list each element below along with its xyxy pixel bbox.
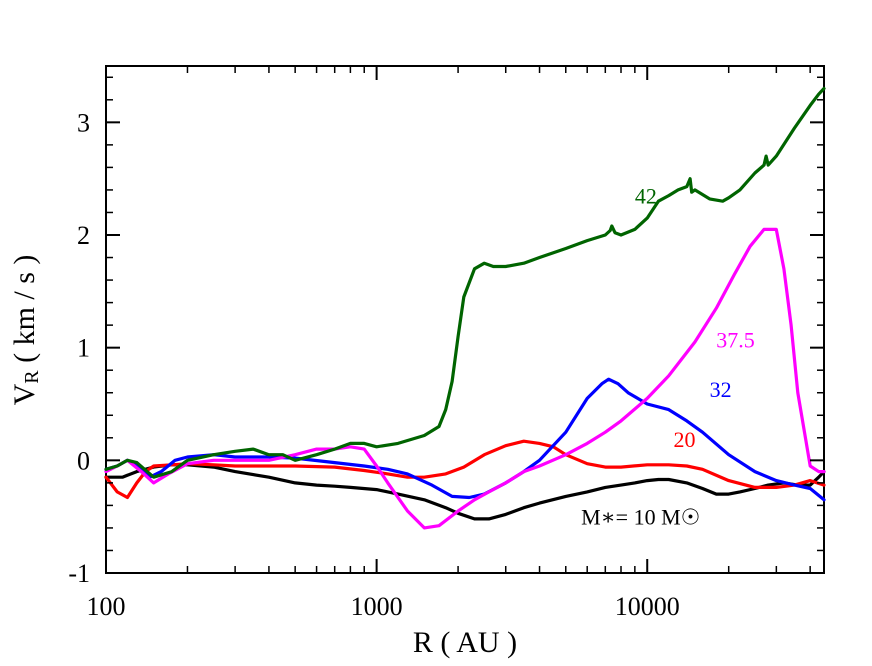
series-line-0 xyxy=(104,463,826,521)
plot-frame xyxy=(105,65,825,574)
series-annotation: 42 xyxy=(635,183,657,208)
series-line-4 xyxy=(104,86,826,479)
x-tick-label: 100 xyxy=(87,592,126,621)
series-annotation: 32 xyxy=(710,377,732,402)
y-tick-label: 0 xyxy=(77,446,90,475)
series-annotation: M∗= 10 M☉ xyxy=(581,505,700,530)
y-tick-label: 3 xyxy=(77,108,90,137)
series-layer xyxy=(104,86,826,530)
x-tick-label: 1000 xyxy=(351,592,403,621)
series-annotation: 37.5 xyxy=(716,328,755,353)
series-annotation: 20 xyxy=(673,427,695,452)
tick-layer: 100 1000 10000 -1 0 1 2 3 xyxy=(68,66,824,621)
series-line-3 xyxy=(104,227,826,530)
y-axis-label-main: V xyxy=(8,383,41,405)
series-line-1 xyxy=(104,439,826,500)
x-axis-label: R ( AU ) xyxy=(413,626,517,659)
y-axis-label-rest: ( km / s ) xyxy=(8,255,41,371)
y-tick-label: -1 xyxy=(68,559,90,588)
y-tick-label: 2 xyxy=(77,221,90,250)
annotation-layer: 42 37.5 32 20 M∗= 10 M☉ xyxy=(581,183,755,529)
x-tick-label: 10000 xyxy=(615,592,680,621)
y-tick-label: 1 xyxy=(77,334,90,363)
y-axis-label-sub: R xyxy=(21,370,43,384)
y-axis-label: VR ( km / s ) xyxy=(8,255,43,406)
